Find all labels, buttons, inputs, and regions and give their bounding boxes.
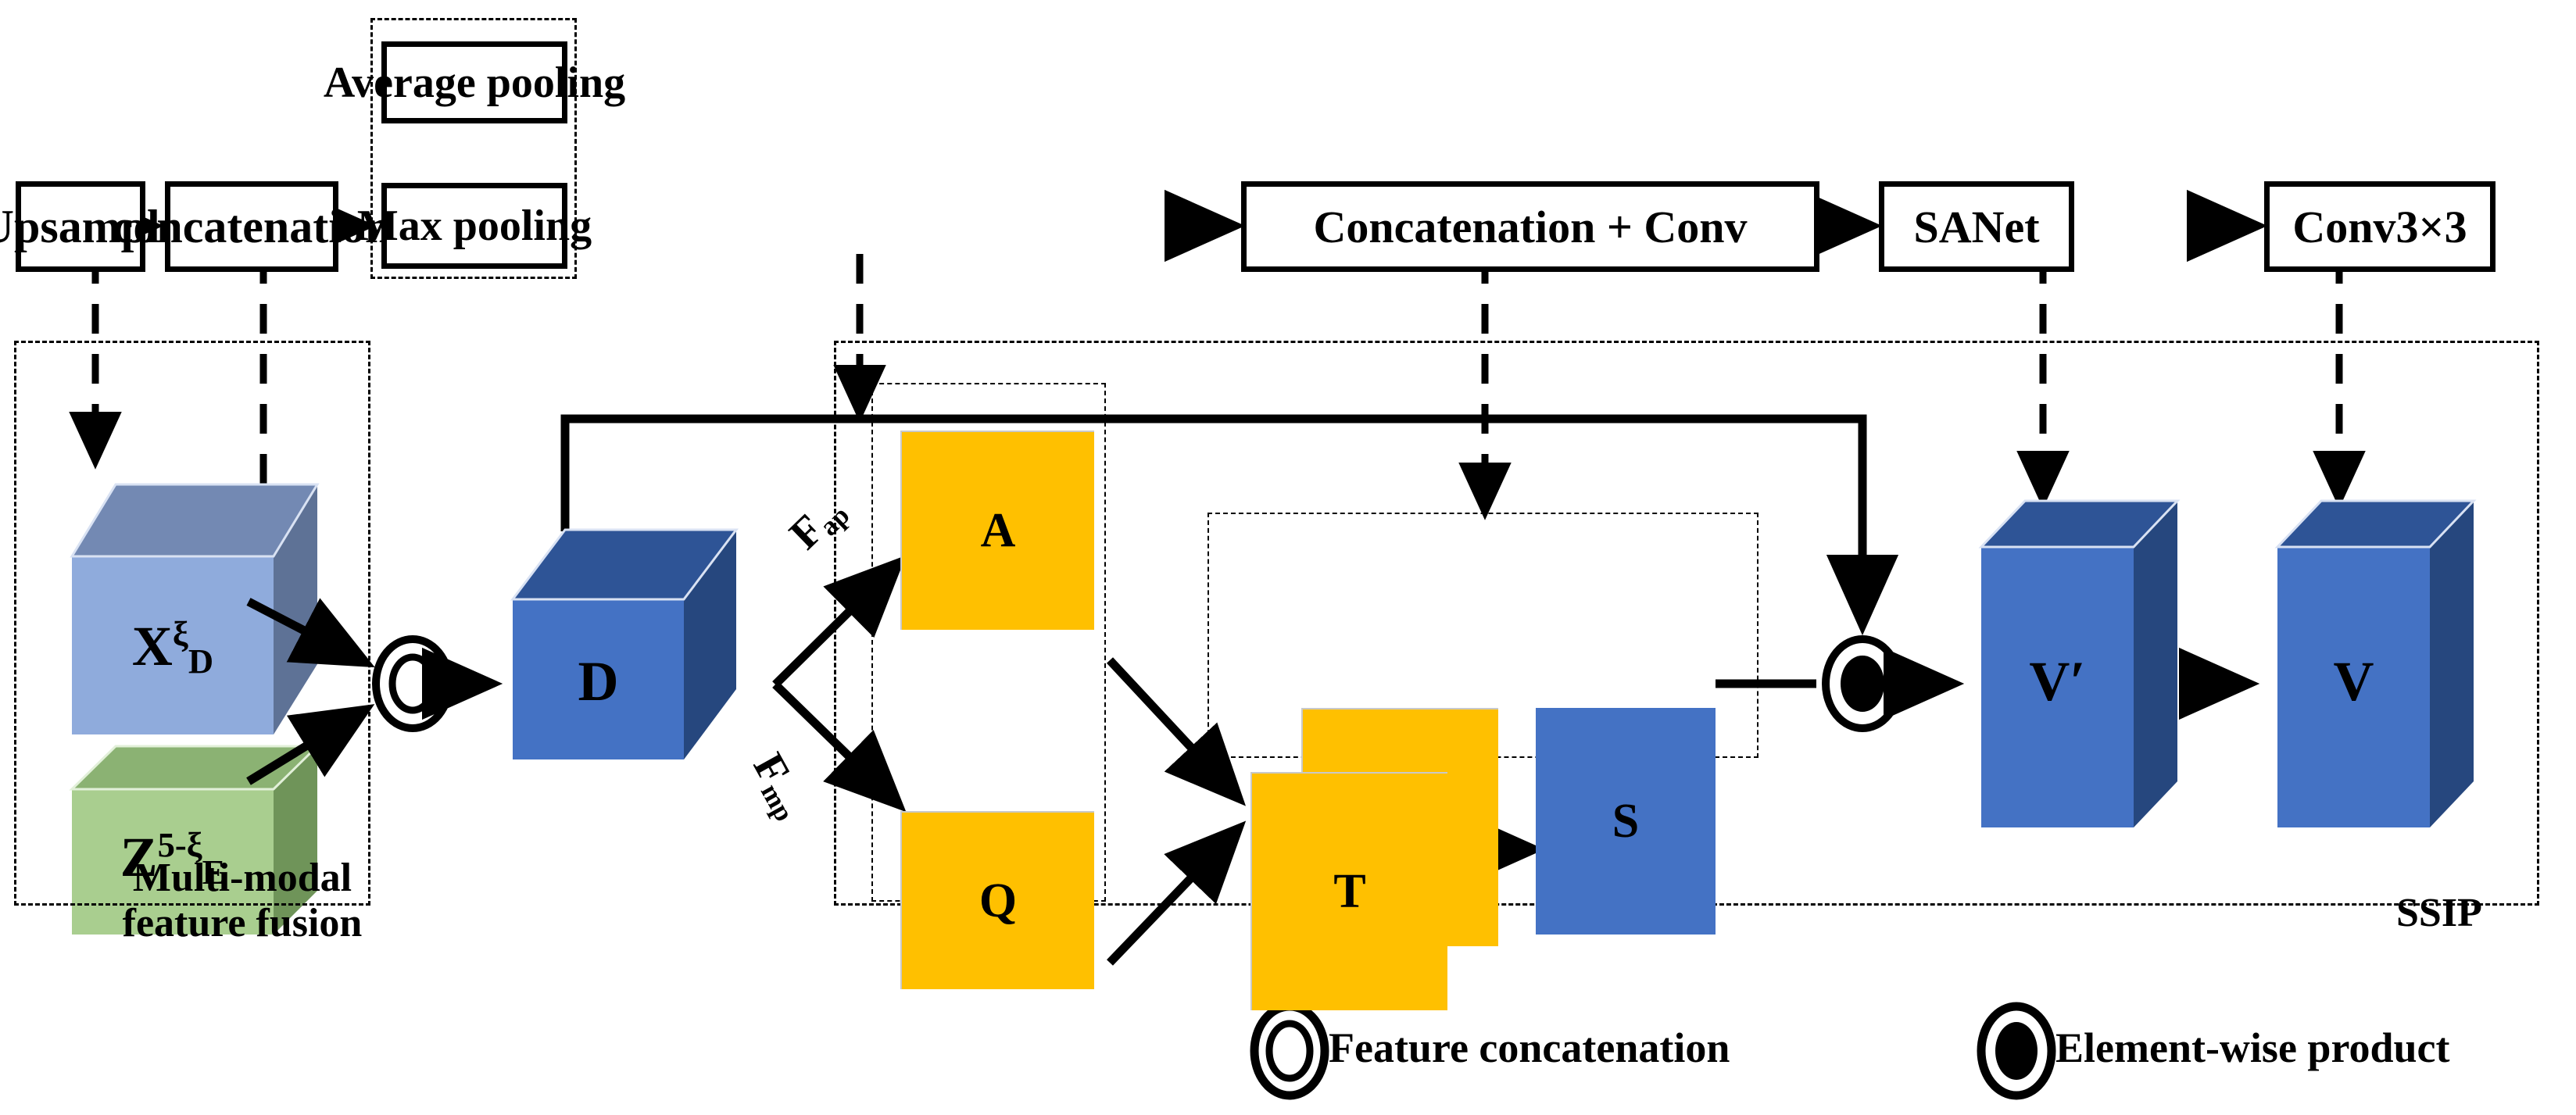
label-ze-base: Z bbox=[120, 826, 158, 888]
box-concatenation[interactable]: concatenation bbox=[113, 181, 391, 272]
box-concatenation-conv-real[interactable]: Concatenation + Conv bbox=[1241, 181, 1819, 272]
feature-concatenation-node bbox=[372, 635, 453, 732]
arrow-ze-to-concat-node bbox=[246, 704, 375, 785]
box-average-pooling[interactable]: Average pooling bbox=[324, 41, 625, 123]
legend-ring-icon bbox=[1250, 1002, 1329, 1100]
element-wise-product-node bbox=[1822, 635, 1903, 732]
cube-xd bbox=[70, 483, 320, 734]
group-caption-multi-modal: Multi-modal feature fusion bbox=[117, 856, 367, 946]
skip-connection-d-to-product bbox=[560, 414, 1899, 636]
multi-modal-group-box bbox=[14, 341, 370, 906]
arrow-a-to-t bbox=[1106, 657, 1247, 806]
block-q: Q bbox=[900, 811, 1094, 989]
pooling-group-box bbox=[370, 18, 577, 279]
label-ze-sup: 5-ξ bbox=[157, 825, 202, 864]
block-s: S bbox=[1536, 708, 1716, 935]
arrow-q-to-t bbox=[1107, 820, 1247, 966]
box-sanet[interactable]: SANet bbox=[1879, 181, 2074, 272]
cube-ze bbox=[69, 745, 320, 935]
block-a: A bbox=[900, 431, 1094, 630]
legend-filled-ring-icon bbox=[1977, 1002, 2056, 1100]
box-conv3x3[interactable]: Conv3×3 bbox=[2264, 181, 2496, 272]
group-caption-multi-modal-line2: feature fusion bbox=[122, 901, 363, 946]
group-caption-multi-modal-line1: Multi-modal bbox=[132, 856, 352, 900]
label-xd-sub: D bbox=[188, 641, 214, 681]
label-d: D bbox=[578, 650, 619, 713]
label-v: V bbox=[2333, 650, 2374, 713]
cube-vprime bbox=[1978, 499, 2181, 827]
legend-label-element-wise-product: Element-wise product bbox=[2055, 1024, 2450, 1071]
label-xd: XξD bbox=[72, 614, 274, 678]
label-xd-base: X bbox=[131, 615, 173, 677]
group-caption-ssip: SSIP bbox=[2396, 891, 2482, 935]
label-xd-sup: ξ bbox=[172, 614, 188, 653]
box-max-pooling[interactable]: Max pooling bbox=[357, 183, 592, 269]
label-ze-sub: E bbox=[202, 852, 226, 892]
arrow-xd-to-concat-node bbox=[246, 598, 375, 668]
arrow-d-to-q bbox=[772, 681, 907, 813]
cube-v bbox=[2274, 499, 2477, 827]
block-t: T bbox=[1250, 772, 1447, 1010]
label-vprime: V′ bbox=[2029, 650, 2086, 713]
label-ze: Z5-ξE bbox=[72, 825, 274, 889]
legend-label-feature-concatenation: Feature concatenation bbox=[1329, 1024, 1730, 1071]
cube-d bbox=[510, 528, 739, 759]
arrow-d-to-a bbox=[772, 555, 907, 688]
